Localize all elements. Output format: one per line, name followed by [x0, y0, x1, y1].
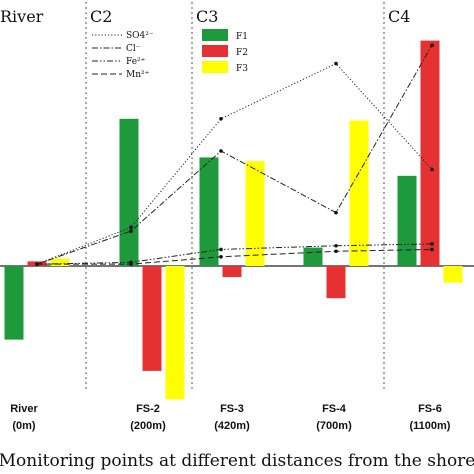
section-label-river: River [0, 7, 44, 26]
bar-f3-fs-3 [245, 161, 265, 266]
legend-label-f3: F3 [236, 64, 248, 74]
x-tick-distance-river: (0m) [12, 420, 36, 432]
line-point-4-4 [334, 249, 338, 254]
legend-label-f1: F1 [236, 32, 248, 42]
bar-f2-fs-4 [326, 266, 346, 299]
bar-f1-fs-3 [199, 157, 219, 266]
line-point-1-5 [430, 167, 434, 172]
x-tick-distance-fs-3: (420m) [214, 420, 250, 432]
line-point-2-2 [129, 229, 133, 233]
x-tick-label-fs-2: FS-2 [136, 403, 160, 415]
line-point-4-1 [35, 262, 39, 266]
x-tick-label-fs-4: FS-4 [322, 403, 347, 415]
bar-f2-fs-2 [142, 266, 162, 371]
x-tick-distance-fs-6: (1100m) [410, 420, 451, 432]
legend-swatch-f2 [202, 45, 228, 57]
bar-f1-fs-4 [303, 247, 323, 266]
x-tick-label-river: River [10, 403, 38, 415]
bar-f2-fs-3 [222, 266, 242, 278]
bar-f3-river [50, 258, 70, 266]
legend-label-line-1: SO4²⁻ [126, 31, 154, 41]
legend: SO4²⁻ Cl⁻ Fe²⁺ Mn²⁺ F1 F2 F3 [92, 29, 248, 80]
bar-f1-fs-2 [119, 118, 139, 266]
legend-label-line-2: Cl⁻ [126, 44, 141, 54]
section-labels: River C2 C3 C4 [0, 7, 410, 26]
x-tick-label-fs-3: FS-3 [220, 403, 244, 415]
line-series-2 [36, 44, 433, 265]
line-point-3-4 [334, 243, 338, 248]
line-point-4-5 [430, 247, 434, 252]
line-series-4 [37, 248, 433, 265]
line-series [35, 43, 434, 266]
section-label-c3: C3 [196, 7, 218, 26]
x-axis-label: Monitoring points at different distances… [0, 451, 474, 471]
line-point-4-2 [129, 262, 133, 266]
x-tick-distance-fs-4: (700m) [316, 420, 352, 432]
line-series-1 [36, 62, 433, 265]
legend-label-line-3: Fe²⁺ [126, 57, 146, 67]
line-point-1-2 [129, 225, 133, 230]
x-tick-labels: River (0m) FS-2 (200m) FS-3 (420m) FS-4 (700m) F… [10, 403, 451, 432]
line-point-2-3 [219, 149, 223, 153]
line-series-3 [36, 243, 433, 265]
x-tick-distance-fs-2: (200m) [130, 420, 166, 432]
x-tick-label-fs-6: FS-6 [418, 403, 442, 415]
bar-f1-fs-6 [397, 175, 417, 266]
section-label-c4: C4 [388, 7, 410, 26]
section-dividers [85, 2, 385, 392]
line-point-4-3 [219, 254, 223, 259]
bar-f3-fs-6 [443, 266, 463, 283]
line-point-2-4 [334, 210, 338, 215]
bar-f2-fs-6 [420, 40, 440, 266]
bar-f3-fs-2 [165, 266, 185, 400]
legend-swatch-f3 [202, 61, 228, 73]
bar-f3-fs-4 [349, 120, 369, 266]
legend-label-f2: F2 [236, 48, 248, 58]
line-point-1-4 [334, 61, 338, 66]
section-label-c2: C2 [90, 7, 112, 26]
line-point-2-5 [430, 43, 434, 47]
line-point-1-3 [219, 117, 223, 121]
line-point-3-3 [219, 247, 223, 252]
legend-label-line-4: Mn²⁺ [126, 70, 150, 80]
line-point-3-5 [430, 242, 434, 246]
legend-swatch-f1 [202, 29, 228, 41]
bars [4, 40, 463, 400]
bar-f1-river [4, 266, 24, 340]
